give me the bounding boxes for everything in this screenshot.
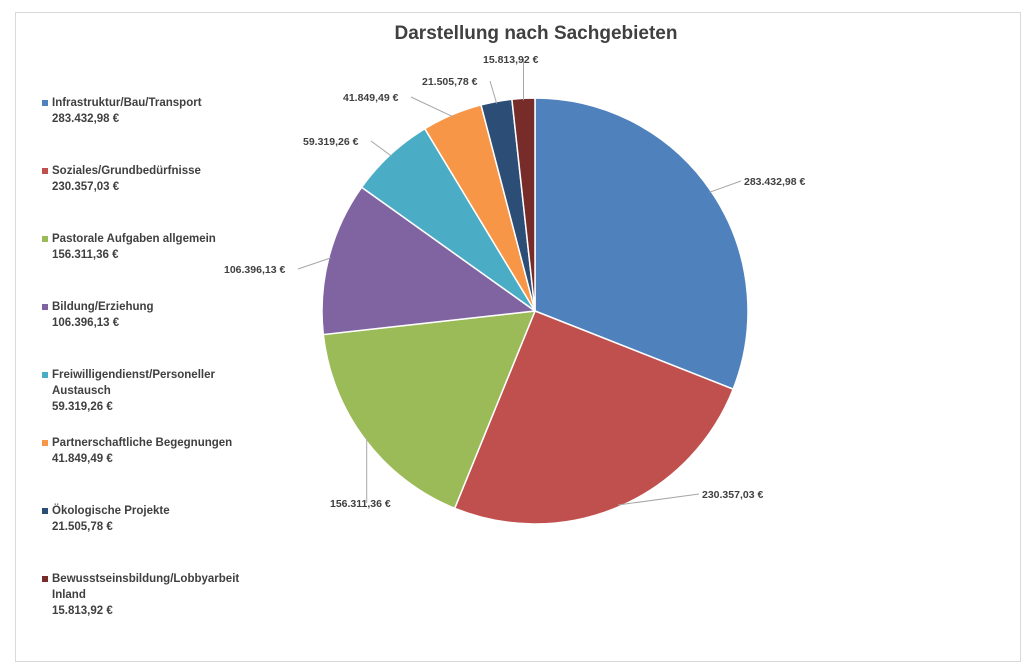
legend-value: 230.357,03 € xyxy=(52,181,120,193)
data-label: 230.357,03 € xyxy=(702,489,763,501)
pie-slice xyxy=(322,310,537,510)
legend-item: Bildung/Erziehung 106.396,13 € xyxy=(42,299,272,331)
legend-item: Ökologische Projekte 21.505,78 € xyxy=(42,503,272,535)
legend-label: Bewusstseinsbildung/Lobbyarbeit Inland xyxy=(52,573,240,601)
label-leader-line xyxy=(410,96,454,118)
legend-label: Pastorale Aufgaben allgemein xyxy=(52,233,216,245)
label-leader-line xyxy=(297,257,331,270)
legend-value: 21.505,78 € xyxy=(52,521,113,533)
legend-swatch xyxy=(42,508,48,514)
legend-swatch xyxy=(42,576,48,582)
legend-swatch xyxy=(42,100,48,106)
data-label: 41.849,49 € xyxy=(343,92,399,104)
legend-swatch xyxy=(42,440,48,446)
legend-value: 59.319,26 € xyxy=(52,401,113,413)
legend-swatch xyxy=(42,372,48,378)
data-label: 283.432,98 € xyxy=(744,176,805,188)
legend-item: Partnerschaftliche Begegnungen 41.849,49 … xyxy=(42,435,272,467)
legend-item: Pastorale Aufgaben allgemein 156.311,36 € xyxy=(42,231,272,263)
label-leader-line xyxy=(489,80,498,104)
data-label: 21.505,78 € xyxy=(422,76,478,88)
legend-label: Bildung/Erziehung xyxy=(52,301,154,313)
chart-title: Darstellung nach Sachgebieten xyxy=(394,23,678,44)
chart-area: Darstellung nach Sachgebieten Infrastruk… xyxy=(15,12,1021,662)
legend-item: Soziales/Grundbedürfnisse 230.357,03 € xyxy=(42,163,272,195)
legend-item: Infrastruktur/Bau/Transport 283.432,98 € xyxy=(42,95,272,127)
pie-chart: 283.432,98 € 230.357,03 € 156.311,36 € 106.… xyxy=(224,54,805,525)
legend-label: Ökologische Projekte xyxy=(52,505,170,517)
pie-slice xyxy=(453,310,735,525)
legend-label: Partnerschaftliche Begegnungen xyxy=(52,437,233,449)
legend-label: Soziales/Grundbedürfnisse xyxy=(52,165,201,177)
legend-swatch xyxy=(42,236,48,242)
label-leader-line xyxy=(709,180,742,193)
legend-label: Freiwilligendienst/Personeller Austausch xyxy=(52,369,215,397)
legend-value: 283.432,98 € xyxy=(52,113,120,125)
label-leader-line xyxy=(617,493,700,506)
data-label: 106.396,13 € xyxy=(224,264,285,276)
legend-swatch xyxy=(42,304,48,310)
legend-item: Bewusstseinsbildung/Lobbyarbeit Inland 15… xyxy=(42,571,272,619)
legend-value: 106.396,13 € xyxy=(52,317,120,329)
legend-value: 41.849,49 € xyxy=(52,453,113,465)
legend-label: Infrastruktur/Bau/Transport xyxy=(52,97,202,109)
legend-swatch xyxy=(42,168,48,174)
label-leader-line xyxy=(370,140,392,157)
legend-value: 15.813,92 € xyxy=(52,605,113,617)
data-label: 59.319,26 € xyxy=(303,136,359,148)
data-label: 15.813,92 € xyxy=(483,54,539,66)
legend-value: 156.311,36 € xyxy=(52,249,119,261)
legend-item: Freiwilligendienst/Personeller Austausch… xyxy=(42,367,272,415)
data-label: 156.311,36 € xyxy=(330,498,391,510)
pie-slice xyxy=(321,186,538,336)
